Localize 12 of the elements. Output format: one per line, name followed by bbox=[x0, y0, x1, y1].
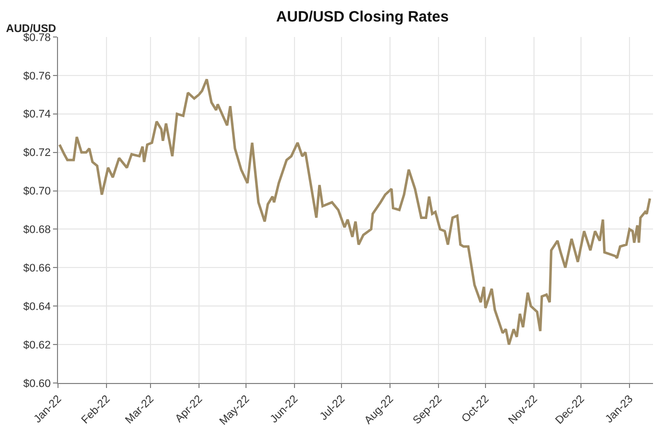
y-tick-label: $0.72 bbox=[23, 147, 51, 160]
y-tick-label: $0.70 bbox=[23, 186, 51, 198]
y-tick-label: $0.64 bbox=[23, 300, 51, 313]
y-tick-label: $0.74 bbox=[23, 108, 51, 121]
line-series bbox=[58, 78, 652, 346]
chart-title: AUD/USD Closing Rates bbox=[276, 8, 449, 26]
y-tick-label: $0.60 bbox=[23, 378, 51, 390]
y-tick-label: $0.68 bbox=[23, 224, 51, 236]
y-tick-label: $0.66 bbox=[23, 262, 51, 275]
y-tick-label: $0.78 bbox=[23, 32, 51, 44]
y-tick-label: $0.76 bbox=[23, 70, 51, 82]
y-tick-label: $0.62 bbox=[23, 339, 51, 352]
